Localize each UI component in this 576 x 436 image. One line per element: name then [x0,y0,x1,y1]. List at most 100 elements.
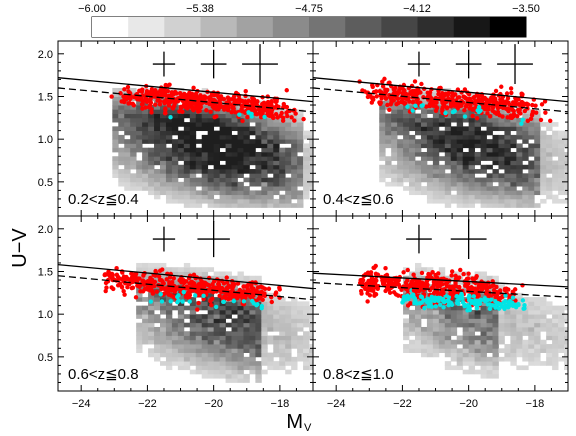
density-bin [504,203,511,208]
density-bin [291,339,298,345]
density-bin [255,164,262,170]
density-bin [261,147,268,153]
density-bin [420,160,428,166]
density-bin [136,164,143,170]
density-bin [183,322,191,328]
density-bin [243,305,250,311]
density-bin [261,326,268,332]
red-sequence-point [457,275,462,280]
density-bin [142,134,149,140]
density-bin [504,173,511,178]
density-bin [249,190,256,196]
density-bin [426,173,434,178]
density-bin [112,109,119,114]
density-bin [213,147,221,153]
density-bin [450,318,458,324]
density-bin [480,117,487,123]
density-bin [249,314,256,319]
density-bin [130,126,137,132]
density-bin [564,318,568,324]
density-bin [480,348,487,353]
density-bin [426,134,434,140]
density-bin [297,160,304,166]
colorbar-tick-label-2: −4.75 [295,3,323,15]
density-bin [285,194,292,200]
density-bin [397,181,404,187]
density-bin [165,331,173,336]
density-bin [444,344,452,349]
red-sequence-point [372,277,377,283]
cyan-point [516,301,521,307]
density-bin [522,198,529,204]
density-bin [165,339,173,345]
density-bin [273,297,280,302]
red-sequence-point [224,275,229,280]
density-bin [273,314,280,319]
density-bin [243,339,250,345]
density-bin [201,160,209,166]
density-bin [432,87,440,93]
density-bin [231,134,238,140]
density-bin [474,194,481,200]
density-bin [415,297,422,302]
density-bin [379,87,386,93]
error-cross [200,49,227,79]
density-bin [207,335,215,341]
density-bin [486,356,493,362]
density-bin [534,164,541,170]
density-bin [552,181,559,187]
density-bin [225,335,232,341]
cyan-point [168,299,173,304]
density-bin [279,186,286,191]
density-bin [456,117,464,123]
density-bin [564,335,568,341]
density-bin [468,186,476,191]
density-bin [297,322,304,328]
density-bin [165,109,173,114]
density-bin [136,305,143,311]
red-sequence-point [444,105,450,110]
density-bin [142,335,149,341]
red-sequence-point [245,114,250,120]
density-bin [462,156,470,161]
density-bin [148,164,155,170]
density-bin [516,309,523,315]
density-bin [504,326,511,332]
cyan-point [187,299,192,304]
density-bin [309,365,313,371]
cyan-point [520,117,525,122]
density-bin [528,126,535,132]
red-sequence-point [133,275,139,281]
density-bin [136,126,143,132]
density-bin [534,186,541,191]
density-bin [177,309,185,315]
density-bin [201,194,209,200]
density-bin [492,126,499,132]
density-bin [165,156,173,161]
density-bin [528,348,535,353]
density-bin [498,190,505,196]
density-bin [432,173,440,178]
density-bin [160,339,167,345]
density-bin [291,147,298,153]
density-bin [189,326,197,332]
density-bin [160,297,167,302]
density-bin [450,130,458,136]
red-sequence-point [177,90,183,96]
density-bin [564,190,568,196]
density-bin [267,203,274,208]
red-sequence-point [292,118,297,123]
density-bin [267,365,274,371]
density-bin [279,130,286,136]
red-sequence-point [384,87,390,93]
density-bin [237,378,244,383]
density-bin [309,335,313,341]
density-bin [420,92,428,97]
density-bin [171,177,179,183]
density-bin [237,173,244,178]
density-bin [231,301,238,307]
red-sequence-point [359,291,364,296]
density-bin [303,164,310,170]
density-bin [516,203,523,208]
density-bin [420,164,428,170]
